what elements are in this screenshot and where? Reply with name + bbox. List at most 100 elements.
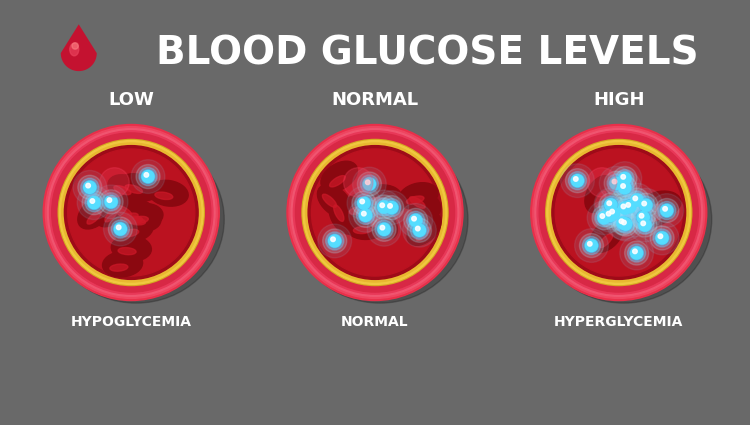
Ellipse shape — [113, 216, 153, 242]
Circle shape — [611, 211, 635, 235]
Circle shape — [633, 196, 638, 201]
Circle shape — [631, 247, 643, 259]
Ellipse shape — [117, 204, 158, 229]
Circle shape — [650, 194, 684, 227]
Ellipse shape — [571, 165, 610, 193]
Circle shape — [609, 207, 643, 241]
Circle shape — [535, 129, 703, 296]
Circle shape — [328, 235, 340, 247]
Circle shape — [114, 223, 127, 235]
Circle shape — [639, 219, 651, 231]
Ellipse shape — [356, 210, 374, 217]
Circle shape — [617, 217, 629, 229]
Circle shape — [73, 170, 106, 204]
Circle shape — [50, 131, 213, 294]
Circle shape — [656, 231, 669, 245]
Circle shape — [409, 213, 423, 227]
Ellipse shape — [329, 176, 345, 187]
Circle shape — [626, 201, 660, 234]
Circle shape — [587, 241, 592, 246]
Circle shape — [621, 198, 639, 215]
Circle shape — [603, 209, 617, 222]
Circle shape — [619, 173, 631, 184]
Circle shape — [625, 241, 649, 265]
Ellipse shape — [110, 195, 147, 225]
Circle shape — [580, 233, 604, 258]
Circle shape — [632, 205, 656, 230]
Circle shape — [84, 181, 96, 193]
Circle shape — [136, 164, 160, 189]
Circle shape — [608, 162, 642, 196]
Circle shape — [593, 198, 627, 232]
Circle shape — [388, 204, 392, 208]
Circle shape — [609, 176, 623, 190]
Circle shape — [86, 183, 91, 188]
Circle shape — [380, 196, 404, 220]
Ellipse shape — [155, 192, 172, 199]
Ellipse shape — [95, 193, 128, 227]
Ellipse shape — [110, 197, 146, 228]
Circle shape — [144, 173, 148, 177]
Ellipse shape — [365, 187, 404, 214]
Ellipse shape — [398, 183, 438, 209]
Circle shape — [631, 194, 643, 206]
Circle shape — [59, 141, 203, 284]
Ellipse shape — [78, 196, 112, 229]
Ellipse shape — [353, 200, 382, 237]
Ellipse shape — [105, 208, 118, 222]
Circle shape — [616, 215, 634, 233]
Circle shape — [599, 166, 633, 200]
Circle shape — [663, 207, 668, 211]
Circle shape — [291, 129, 459, 296]
Ellipse shape — [362, 185, 402, 210]
Circle shape — [614, 214, 632, 232]
Ellipse shape — [536, 136, 712, 303]
Circle shape — [44, 125, 219, 300]
Ellipse shape — [346, 214, 386, 239]
Circle shape — [607, 207, 621, 220]
Circle shape — [403, 213, 436, 247]
Ellipse shape — [115, 207, 130, 219]
Circle shape — [287, 125, 463, 300]
Circle shape — [604, 198, 618, 212]
Circle shape — [380, 203, 385, 207]
Text: HIGH: HIGH — [593, 91, 644, 108]
Ellipse shape — [369, 198, 387, 204]
Circle shape — [347, 186, 381, 220]
Circle shape — [623, 200, 637, 213]
Circle shape — [77, 186, 111, 220]
Circle shape — [619, 202, 631, 214]
Circle shape — [574, 177, 578, 181]
Circle shape — [645, 221, 679, 255]
Ellipse shape — [87, 211, 101, 224]
Circle shape — [587, 168, 616, 197]
Ellipse shape — [119, 174, 158, 201]
Circle shape — [531, 125, 706, 300]
Circle shape — [537, 131, 700, 294]
Circle shape — [357, 196, 370, 210]
Ellipse shape — [416, 227, 430, 241]
Circle shape — [375, 198, 393, 216]
Circle shape — [88, 197, 100, 209]
Circle shape — [619, 217, 632, 231]
Circle shape — [614, 212, 638, 236]
Ellipse shape — [130, 216, 148, 224]
Circle shape — [637, 196, 655, 214]
Circle shape — [604, 210, 616, 221]
Circle shape — [372, 217, 396, 241]
Circle shape — [142, 170, 154, 183]
Circle shape — [610, 209, 614, 214]
Circle shape — [583, 236, 601, 255]
Circle shape — [358, 197, 370, 209]
Ellipse shape — [121, 206, 160, 232]
Circle shape — [610, 177, 622, 189]
Ellipse shape — [404, 187, 441, 218]
Circle shape — [641, 221, 646, 226]
Circle shape — [368, 212, 401, 246]
Circle shape — [116, 225, 121, 230]
Circle shape — [377, 222, 391, 236]
Circle shape — [650, 226, 674, 250]
Circle shape — [656, 232, 668, 244]
Circle shape — [302, 139, 448, 286]
Circle shape — [413, 224, 425, 236]
